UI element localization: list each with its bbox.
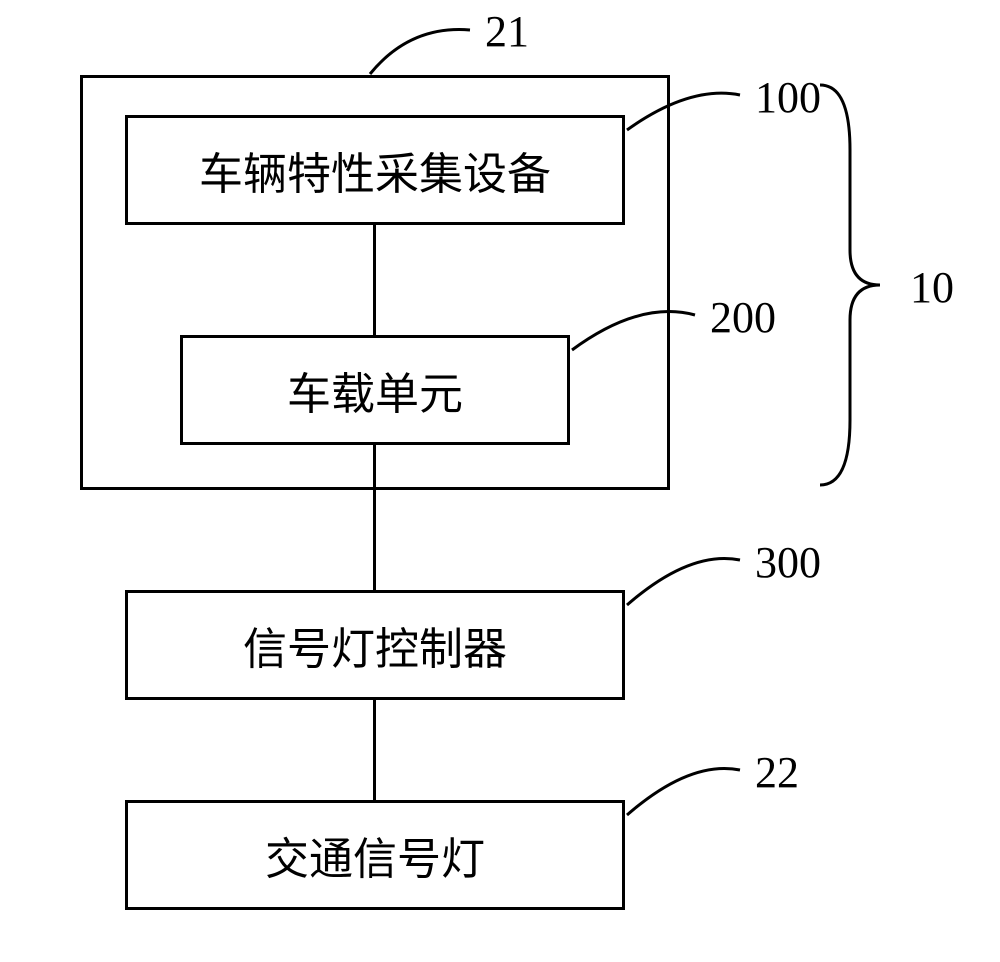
ref-22: 22 [755, 747, 799, 798]
connector-ctrl-to-light [373, 700, 376, 800]
label-onboard-unit: 车载单元 [287, 358, 463, 422]
ref-300: 300 [755, 537, 821, 588]
connector-1-to-2 [373, 225, 376, 335]
ref-10: 10 [910, 262, 954, 313]
label-traffic-light: 交通信号灯 [265, 823, 485, 887]
label-vehicle-char-collector: 车辆特性采集设备 [199, 138, 551, 202]
ref-200: 200 [710, 292, 776, 343]
box-vehicle-char-collector: 车辆特性采集设备 [125, 115, 625, 225]
ref-100: 100 [755, 72, 821, 123]
box-onboard-unit: 车载单元 [180, 335, 570, 445]
ref-21: 21 [485, 6, 529, 57]
label-signal-controller: 信号灯控制器 [243, 613, 507, 677]
box-signal-controller: 信号灯控制器 [125, 590, 625, 700]
box-traffic-light: 交通信号灯 [125, 800, 625, 910]
connector-2-to-ctrl [373, 445, 376, 590]
